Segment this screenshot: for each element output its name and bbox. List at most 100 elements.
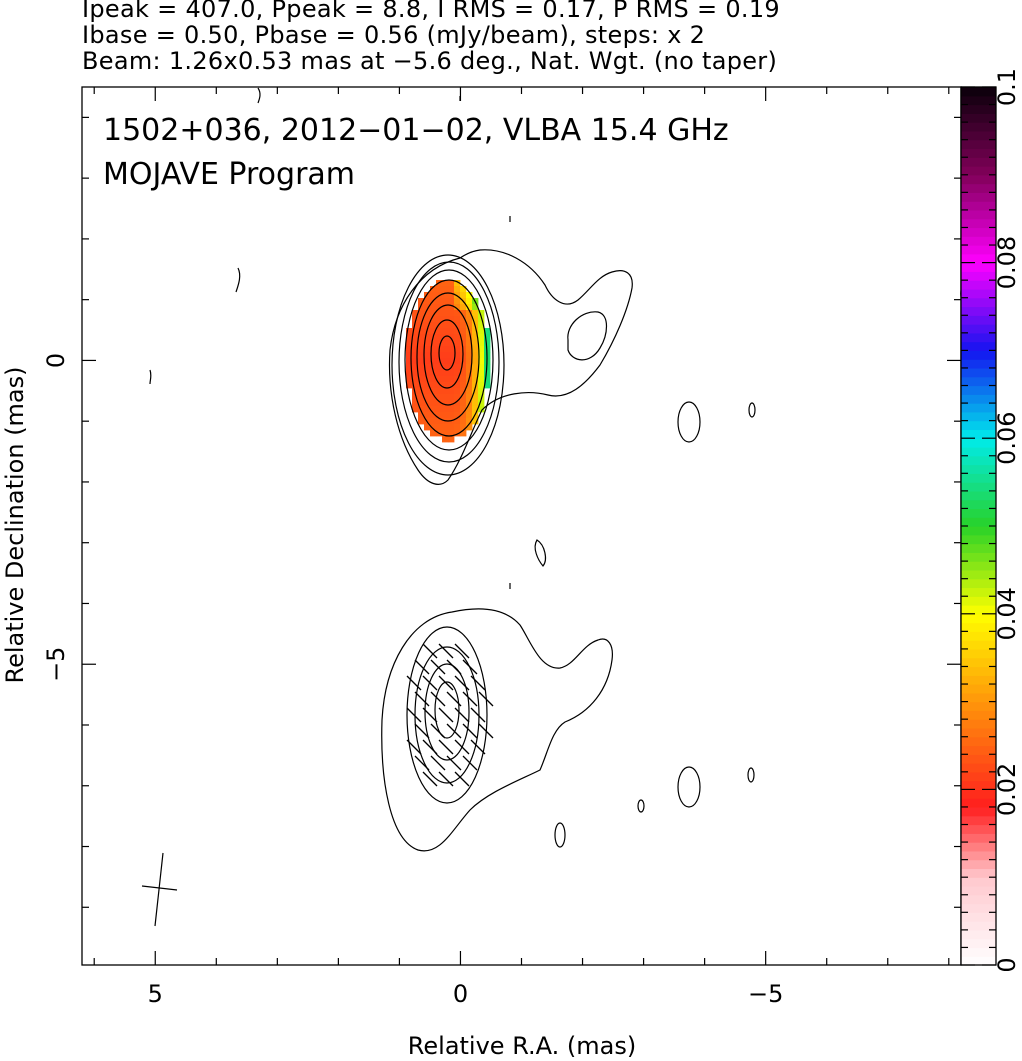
pol-pixel [448, 370, 455, 377]
pol-pixel [430, 346, 437, 353]
pol-pixel [448, 406, 455, 413]
colorbar-segment [961, 420, 996, 431]
pol-pixel [436, 400, 443, 407]
pol-pixel [478, 394, 485, 401]
evpa-tick [478, 691, 494, 707]
evpa-tick [478, 723, 494, 739]
evpa-tick [430, 723, 446, 739]
colorbar-segment [961, 280, 996, 290]
pol-pixel [424, 352, 431, 359]
pol-pixel [478, 406, 485, 413]
y-tick-label: −5 [42, 647, 70, 682]
colorbar-segment [961, 842, 996, 852]
pol-pixel [472, 388, 479, 395]
colorbar-segment [961, 552, 996, 562]
colorbar-segment [961, 868, 996, 878]
pol-pixel [472, 310, 479, 317]
colorbar-segment [961, 218, 996, 229]
pol-pixel [442, 298, 449, 305]
pol-pixel [448, 334, 455, 341]
pol-pixel [430, 352, 437, 359]
evpa-tick [430, 755, 446, 771]
pol-pixel [454, 340, 461, 347]
pol-pixel [442, 400, 449, 407]
pol-pixel [424, 394, 431, 401]
colorbar-segment [961, 921, 996, 931]
pol-pixel [448, 388, 455, 395]
pol-pixel [424, 364, 431, 371]
pol-pixel [436, 376, 443, 383]
pol-pixel [454, 400, 461, 407]
pol-pixel [424, 316, 431, 323]
pol-pixel [442, 406, 449, 413]
pol-pixel [454, 388, 461, 395]
pol-pixel [448, 436, 455, 443]
colorbar-segment [961, 543, 996, 553]
colorbar-segment [961, 394, 996, 404]
pol-pixel [472, 352, 479, 359]
pol-pixel [466, 340, 473, 347]
colorbar-segment [961, 885, 996, 896]
x-tick-label: 0 [453, 980, 468, 1008]
colorbar-segment [961, 122, 996, 132]
evpa-tick [462, 659, 478, 675]
pol-pixel [442, 370, 449, 377]
pol-pixel [412, 388, 419, 395]
pol-pixel [412, 346, 419, 353]
evpa-tick [414, 755, 430, 771]
pol-pixel [466, 298, 473, 305]
pol-pixel [430, 394, 437, 401]
colorbar-segment [961, 719, 996, 729]
colorbar-segment [961, 850, 996, 861]
pol-pixel [460, 292, 467, 299]
pol-pixel [430, 382, 437, 389]
pol-pixel [406, 334, 413, 341]
pol-pixel [466, 406, 473, 413]
pol-pixel [424, 298, 431, 305]
colorbar-segment [961, 148, 996, 158]
colorbar-segment [961, 332, 996, 343]
pol-pixel [478, 370, 485, 377]
pol-pixel [430, 376, 437, 383]
pol-pixel [454, 412, 461, 419]
colorbar-segment [961, 482, 996, 492]
pol-pixel [436, 340, 443, 347]
pol-pixel [436, 310, 443, 317]
colorbar-segment [961, 473, 996, 483]
colorbar-segment [961, 130, 996, 141]
evpa-tick [454, 675, 470, 691]
pol-pixel [484, 376, 491, 383]
pol-pixel [454, 328, 461, 335]
colorbar-segment [961, 236, 996, 246]
pol-pixel [424, 346, 431, 353]
pol-pixel [460, 334, 467, 341]
colorbar-segment [961, 262, 996, 272]
pol-pixel [460, 286, 467, 293]
pol-pixel [424, 424, 431, 431]
pol-pixel [466, 316, 473, 323]
pol-pixel [406, 346, 413, 353]
colorbar-tick-label: 0 [993, 957, 1021, 972]
colorbar-segment [961, 104, 996, 114]
pol-pixel [406, 382, 413, 389]
pol-pixel [478, 382, 485, 389]
pol-pixel [472, 364, 479, 371]
colorbar-tick-label: 0.04 [993, 587, 1021, 640]
pol-pixel [418, 382, 425, 389]
pol-pixel [460, 424, 467, 431]
pol-pixel [472, 394, 479, 401]
colorbar-segment [961, 798, 996, 808]
pol-pixel [418, 406, 425, 413]
pol-pixel [436, 358, 443, 365]
pol-pixel [430, 292, 437, 299]
colorbar-segment [961, 789, 996, 799]
pol-pixel [430, 388, 437, 395]
pol-pixel [430, 310, 437, 317]
evpa-tick [430, 659, 446, 675]
pol-pixel [478, 400, 485, 407]
pol-pixel [406, 370, 413, 377]
colorbar-segment [961, 666, 996, 676]
pol-pixel [424, 322, 431, 329]
evpa-tick [470, 707, 486, 723]
